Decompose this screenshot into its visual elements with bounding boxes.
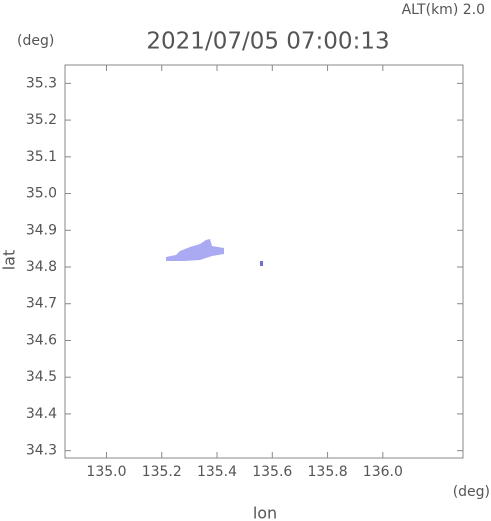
x-unit: (deg) — [453, 484, 490, 500]
y-tick-label: 34.7 — [26, 296, 57, 312]
x-tick-label: 135.2 — [142, 464, 182, 480]
x-axis-label: lon — [253, 504, 277, 521]
y-tick-label: 34.9 — [26, 222, 57, 238]
y-tick-label: 35.3 — [26, 75, 57, 91]
x-tick-label: 135.6 — [252, 464, 292, 480]
echo-region — [166, 239, 224, 261]
y-tick-label: 34.6 — [26, 332, 57, 348]
x-tick-label: 135.8 — [308, 464, 348, 480]
x-tick-label: 135.0 — [86, 464, 126, 480]
y-tick-label: 35.2 — [26, 112, 57, 128]
y-tick-label: 34.5 — [26, 369, 57, 385]
echo-dot — [260, 261, 263, 266]
y-tick-label: 34.4 — [26, 406, 57, 422]
y-axis-label: lat — [0, 250, 19, 271]
y-unit: (deg) — [17, 33, 54, 49]
x-tick-label: 136.0 — [363, 464, 403, 480]
x-tick-label: 135.4 — [197, 464, 237, 480]
plot-frame — [64, 64, 464, 459]
y-tick-label: 35.1 — [26, 149, 57, 165]
y-tick-label: 34.3 — [26, 443, 57, 459]
altitude-label: ALT(km) 2.0 — [402, 2, 485, 18]
chart-title: 2021/07/05 07:00:13 — [146, 29, 389, 55]
y-tick-label: 34.8 — [26, 259, 57, 275]
y-tick-label: 35.0 — [26, 186, 57, 202]
